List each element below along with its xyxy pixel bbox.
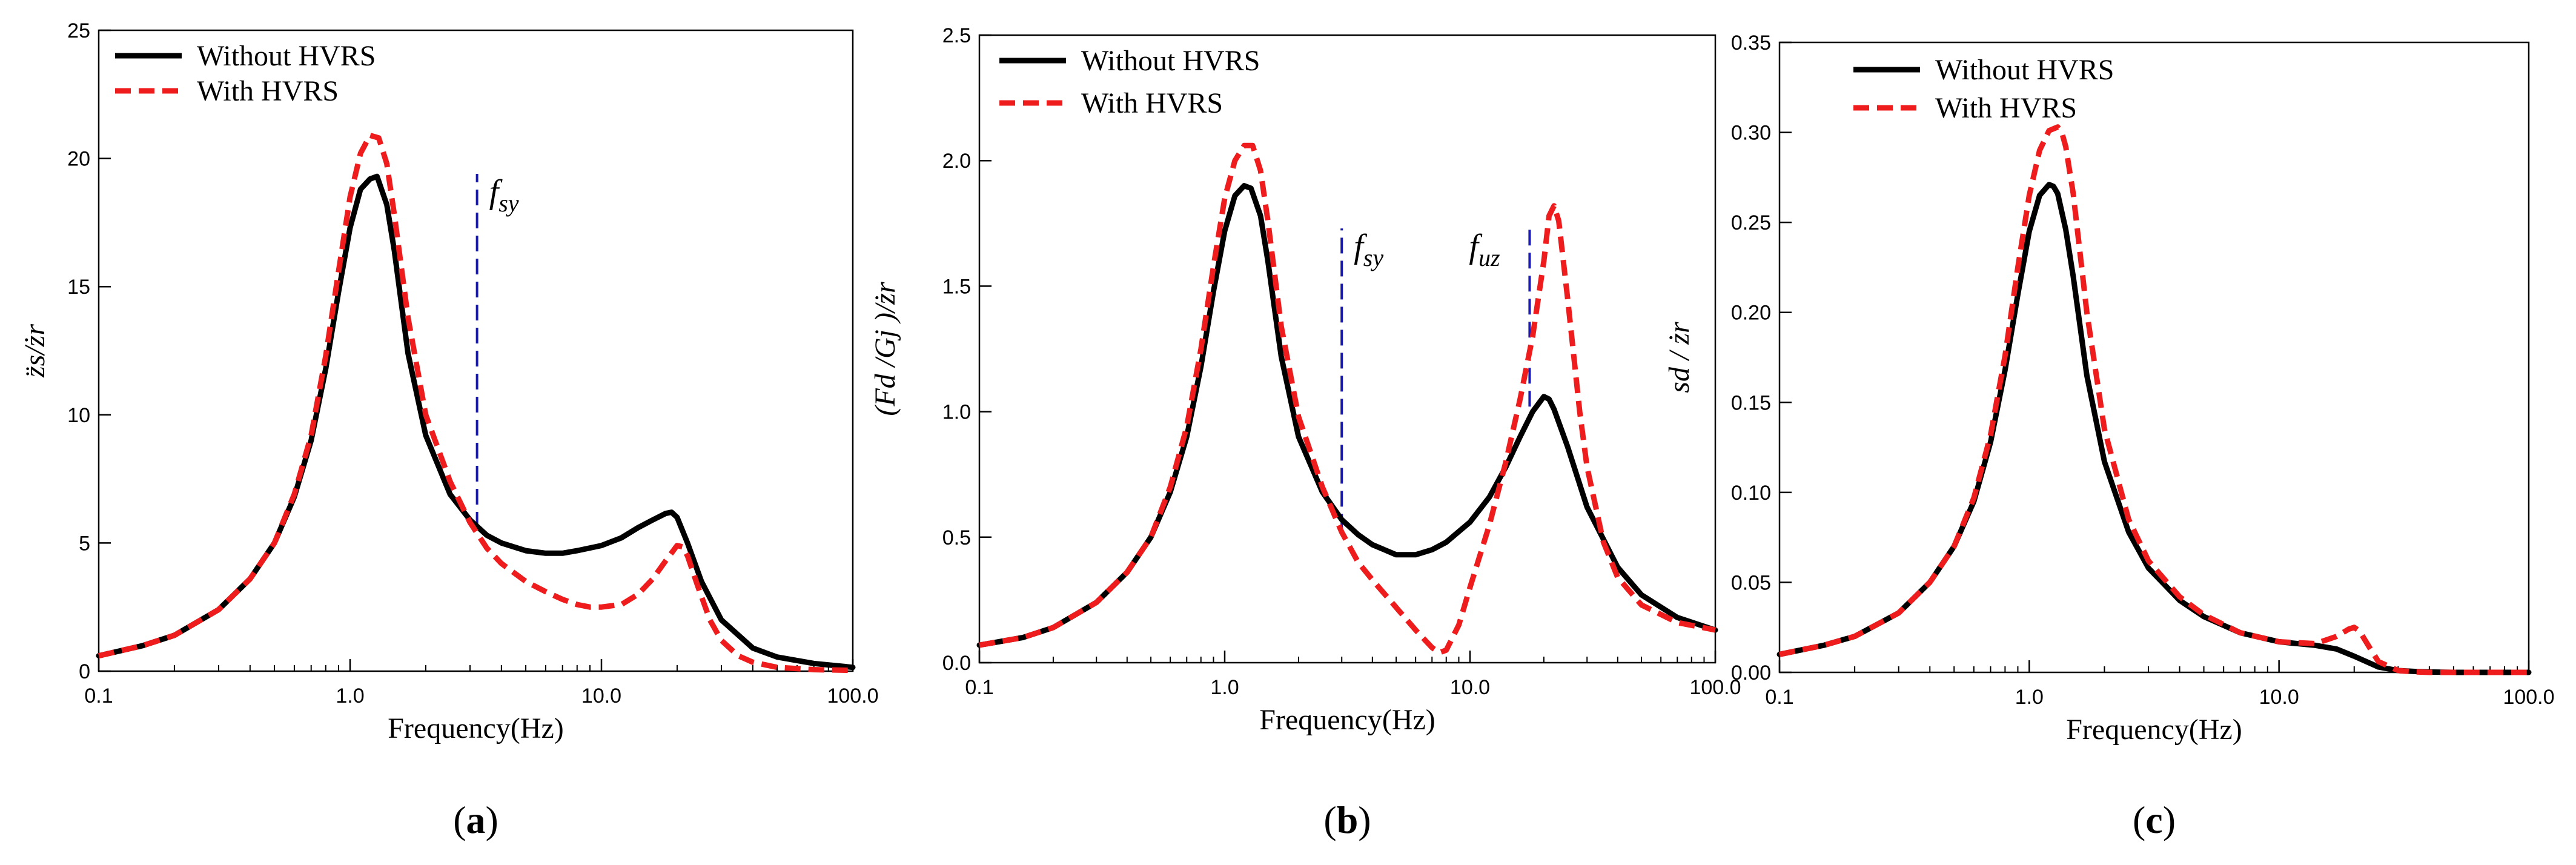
x-tick-label: 10.0 [2259,686,2299,709]
y-tick-label: 0.25 [1731,211,1771,234]
y-tick-label: 0.05 [1731,571,1771,594]
x-tick-label: 10.0 [581,684,621,708]
legend-label: Without HVRS [1081,45,1260,77]
x-tick-label: 0.1 [965,676,993,699]
y-tick-label: 10 [67,404,90,427]
x-tick-label: 10.0 [1450,676,1490,699]
legend-label: With HVRS [197,75,339,107]
x-tick-label: 0.1 [1765,686,1793,709]
series-line-without-hvrs [96,173,856,671]
x-axis-label: Frequency(Hz) [1259,704,1435,736]
x-axis-label: Frequency(Hz) [2066,714,2242,746]
legend-label: With HVRS [1935,92,2077,124]
x-tick-label: 100.0 [2503,686,2554,709]
y-tick-label: 0.15 [1731,391,1771,414]
y-tick-label: 0.30 [1731,122,1771,145]
y-tick-label: 2.5 [942,24,971,47]
legend-label: Without HVRS [1935,54,2114,86]
y-tick-label: 0.0 [942,652,971,675]
series-line-without-hvrs [1776,182,2532,675]
y-tick-label: 0.20 [1731,302,1771,325]
series-line-with-hvrs [979,142,1716,655]
plot-frame [1778,41,2530,674]
x-tick-label: 1.0 [2015,686,2044,709]
y-tick-label: 15 [67,276,90,299]
y-tick-label: 1.5 [942,275,971,298]
marker-label: fsy [489,173,519,217]
panel-caption: (c) [2133,798,2176,841]
x-tick-label: 0.1 [84,684,113,708]
panel-caption: (b) [1323,798,1371,841]
series-line-with-hvrs [1779,124,2529,675]
x-tick-label: 1.0 [336,684,364,708]
y-tick-label: 2.0 [942,150,971,173]
y-axis-label: z̈s/żr [19,324,51,378]
y-tick-label: 0.00 [1731,661,1771,684]
x-tick-label: 100.0 [1689,676,1741,699]
chart-panel-c: 0.1 1.0 10.0 100.00.000.050.100.150.200.250… [1663,31,2555,841]
x-tick-label: 100.0 [827,684,878,708]
panel-caption: (a) [453,798,498,841]
y-tick-label: 25 [67,19,90,42]
y-tick-label: 0.35 [1731,31,1771,55]
plot-frame [978,34,1717,664]
series-line-with-hvrs [98,133,853,674]
y-tick-label: 0.10 [1731,482,1771,505]
y-tick-label: 0.5 [942,526,971,549]
y-tick-label: 0 [79,660,90,683]
legend-label: Without HVRS [197,40,376,72]
y-axis-label: sd / żr [1663,322,1695,393]
chart-panel-b: 0.1 1.0 10.0 100.0 0.0 0.5 1.0 1.5 2.0 2.5 Frequen… [869,24,1741,841]
chart-panel-a: 0.1 1.0 10.0 100.0 0 5 10 15 20 25 Frequency(Hz) z̈… [19,19,879,841]
marker-label: fuz [1469,228,1500,271]
legend-label: With HVRS [1081,87,1223,119]
plot-frame [98,29,854,672]
y-axis-label: (Fd /Gj )/żr [869,282,901,416]
y-tick-label: 20 [67,148,90,171]
y-tick-label: 5 [79,532,90,555]
y-tick-label: 1.0 [942,401,971,424]
x-tick-label: 1.0 [1210,676,1239,699]
marker-label: fsy [1354,228,1383,271]
series-line-without-hvrs [976,183,1718,648]
x-axis-label: Frequency(Hz) [388,712,564,744]
